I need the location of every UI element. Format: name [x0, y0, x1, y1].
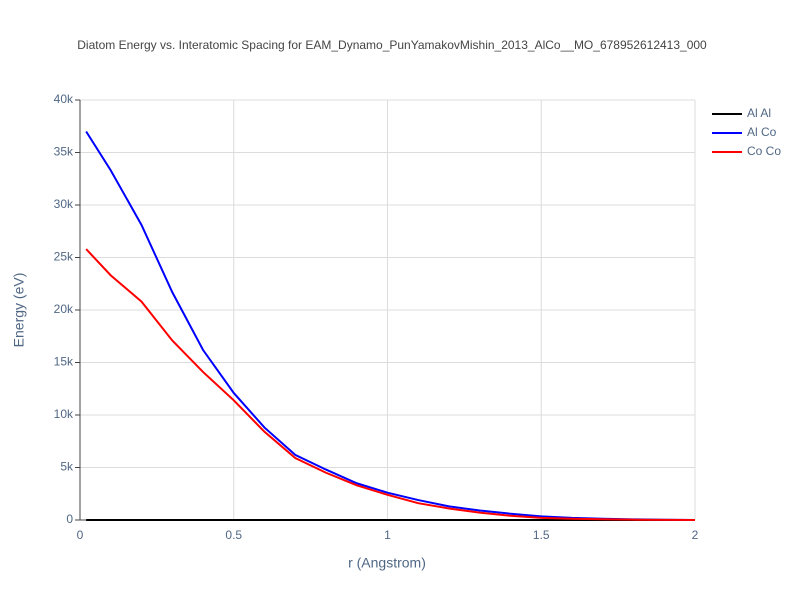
x-tick-label: 2: [692, 528, 699, 542]
x-axis-title: r (Angstrom): [348, 555, 426, 571]
y-tick-label: 25k: [54, 250, 74, 264]
legend-label: Al Al: [747, 106, 771, 120]
y-tick-label: 30k: [54, 197, 74, 211]
y-tick-label: 20k: [54, 302, 74, 316]
x-tick-label: 1.5: [533, 528, 550, 542]
y-axis-title: Energy (eV): [11, 273, 27, 348]
x-tick-label: 0: [77, 528, 84, 542]
y-tick-label: 15k: [54, 355, 74, 369]
x-tick-label: 1: [384, 528, 391, 542]
y-tick-label: 5k: [60, 460, 74, 474]
y-tick-label: 35k: [54, 145, 74, 159]
series-line: [85, 248, 696, 521]
legend-label: Co Co: [747, 144, 781, 158]
y-tick-label: 10k: [54, 407, 74, 421]
x-tick-label: 0.5: [225, 528, 242, 542]
y-tick-label: 0: [66, 512, 73, 526]
series-line: [85, 130, 696, 521]
y-tick-label: 40k: [54, 92, 74, 106]
legend-label: Al Co: [747, 125, 777, 139]
chart-title: Diatom Energy vs. Interatomic Spacing fo…: [77, 38, 707, 52]
